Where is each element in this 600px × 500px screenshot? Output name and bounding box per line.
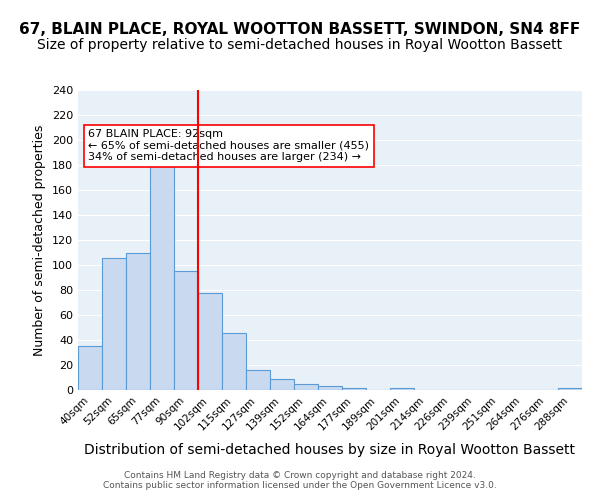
Text: 67, BLAIN PLACE, ROYAL WOOTTON BASSETT, SWINDON, SN4 8FF: 67, BLAIN PLACE, ROYAL WOOTTON BASSETT, … (19, 22, 581, 38)
X-axis label: Distribution of semi-detached houses by size in Royal Wootton Bassett: Distribution of semi-detached houses by … (85, 443, 575, 457)
Bar (102, 258, 126, 390)
Bar (270, 379, 294, 390)
Bar (390, 388, 414, 390)
Bar (246, 370, 270, 390)
Bar (342, 388, 366, 390)
Text: Size of property relative to semi-detached houses in Royal Wootton Bassett: Size of property relative to semi-detach… (37, 38, 563, 52)
Bar (150, 150, 174, 390)
Bar (126, 252, 150, 390)
Text: Contains HM Land Registry data © Crown copyright and database right 2024.
Contai: Contains HM Land Registry data © Crown c… (103, 470, 497, 490)
Bar (222, 332, 246, 390)
Text: 67 BLAIN PLACE: 92sqm
← 65% of semi-detached houses are smaller (455)
34% of sem: 67 BLAIN PLACE: 92sqm ← 65% of semi-deta… (88, 129, 369, 162)
Bar (198, 292, 222, 390)
Bar (78, 346, 102, 390)
Bar (294, 384, 318, 390)
Bar (558, 388, 582, 390)
Bar (174, 271, 198, 390)
Y-axis label: Number of semi-detached properties: Number of semi-detached properties (34, 124, 46, 356)
Bar (318, 386, 342, 390)
